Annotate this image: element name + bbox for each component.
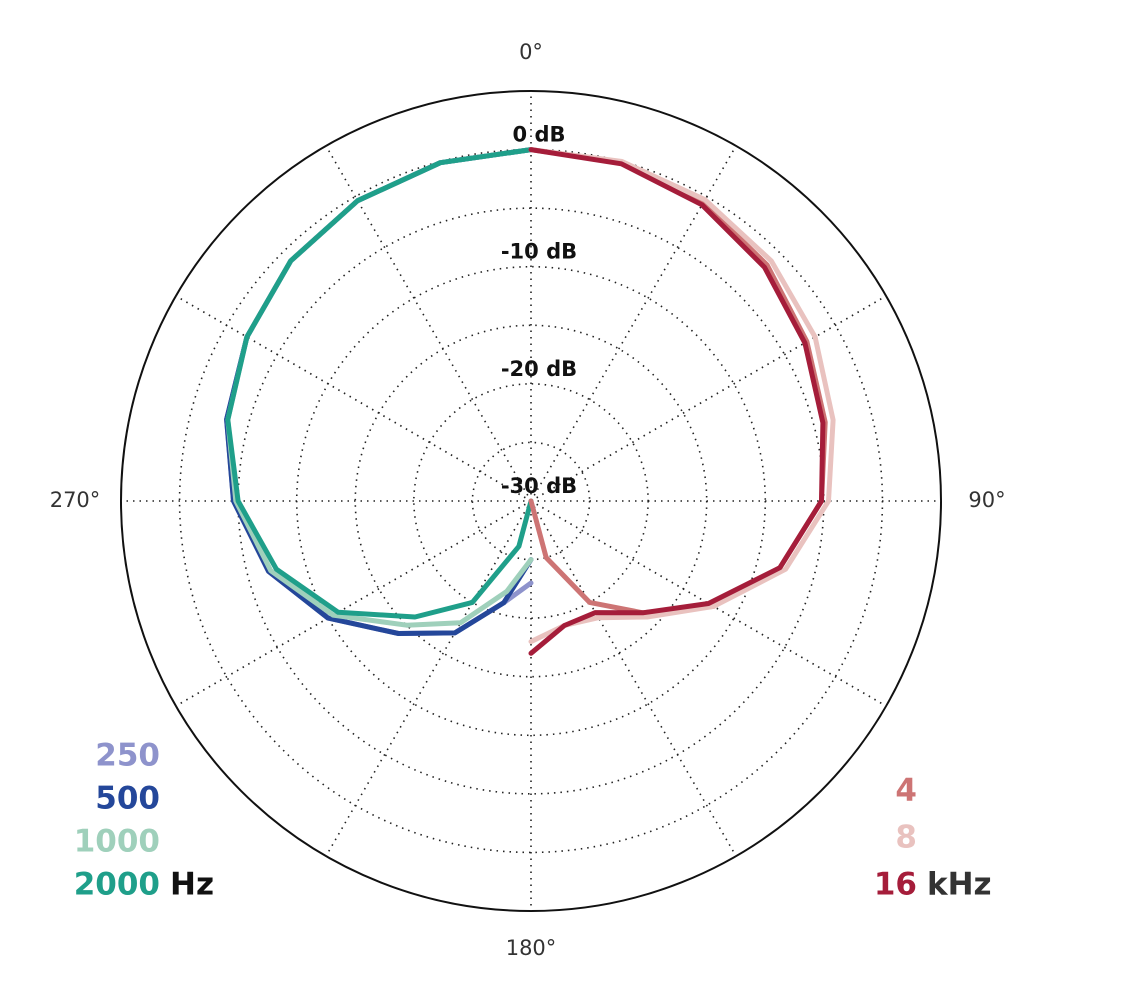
- r-tick-label: -20 dB: [501, 357, 577, 381]
- legend-unit: Hz: [170, 867, 214, 903]
- legend-entry: 500: [95, 781, 160, 817]
- ring-grid: [354, 324, 708, 678]
- theta-tick-label: 180°: [506, 936, 557, 960]
- series-line: [528, 147, 826, 656]
- legend-unit: kHz: [927, 867, 992, 903]
- series-line: [225, 147, 534, 628]
- radial-grid-line: [530, 500, 737, 857]
- legend-entry: 250: [95, 738, 160, 774]
- series-line: [225, 147, 534, 620]
- series-line: [528, 147, 828, 616]
- theta-tick-label: 270°: [50, 488, 101, 512]
- theta-tick-label: 0°: [519, 40, 543, 64]
- ring-grid: [178, 148, 884, 854]
- r-tick-label: -30 dB: [501, 474, 577, 498]
- r-tick-label: -10 dB: [501, 240, 577, 264]
- radial-grid-line: [530, 295, 887, 502]
- series-line: [528, 147, 836, 645]
- ring-grid: [295, 265, 767, 737]
- legend-entry: 8: [895, 820, 917, 856]
- legend-entry: 2000: [74, 867, 160, 903]
- radial-grid-line: [175, 500, 532, 707]
- legend-entry: 4: [895, 773, 917, 809]
- ring-grid: [413, 383, 649, 619]
- theta-tick-label: 90°: [968, 488, 1005, 512]
- radial-grid-line: [325, 500, 532, 857]
- legend-entry: 1000: [74, 824, 160, 860]
- r-tick-label: 0 dB: [513, 123, 566, 147]
- legend-entry: 16: [874, 867, 917, 903]
